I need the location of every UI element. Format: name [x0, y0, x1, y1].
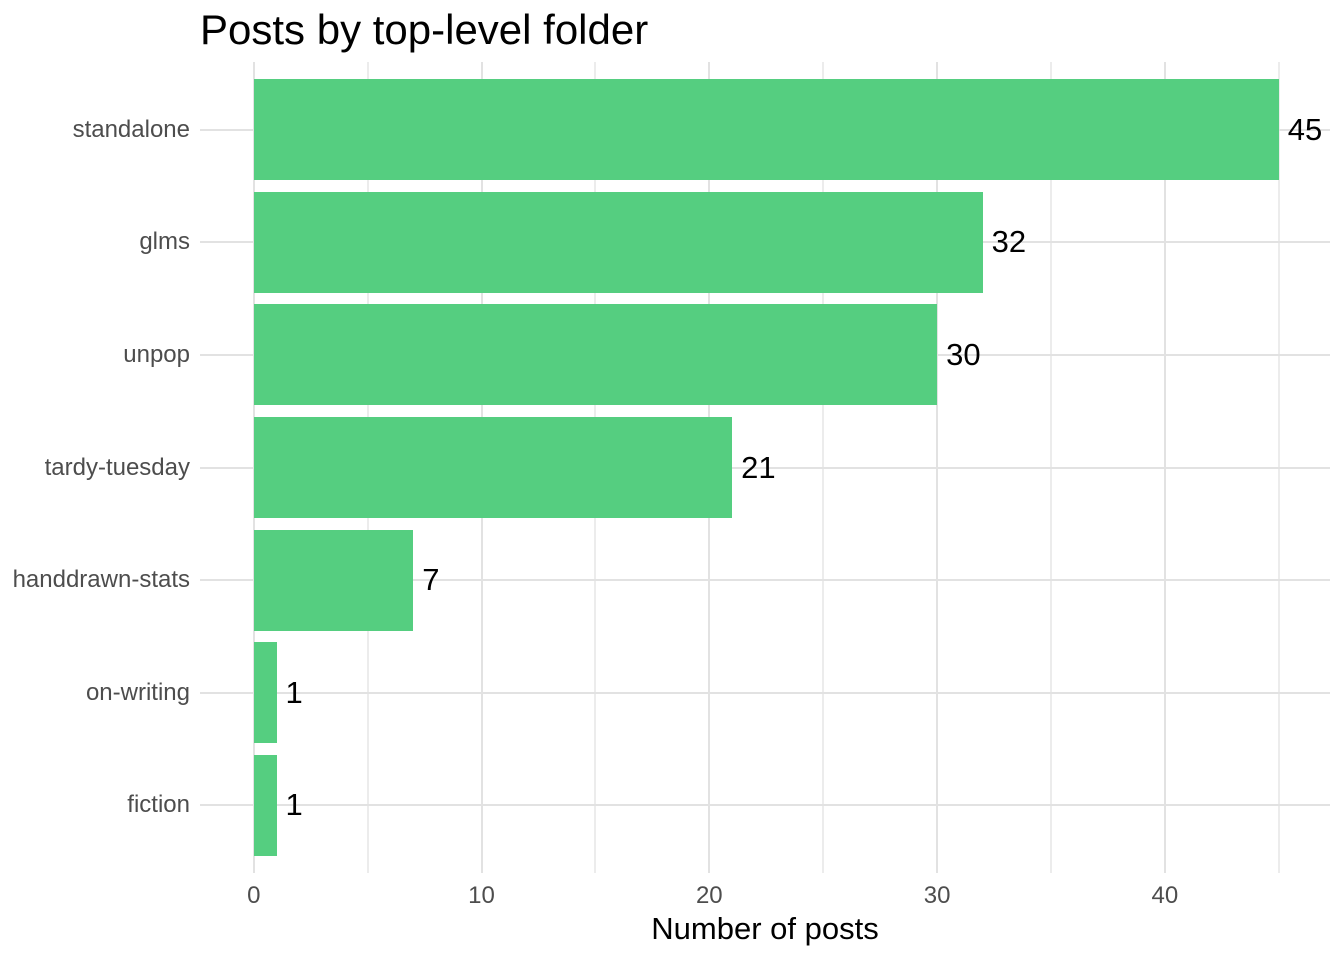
x-tick-label: 20 — [695, 882, 723, 909]
bar — [253, 642, 277, 744]
plot-panel: 45 32 30 21 7 1 1 — [200, 62, 1330, 873]
y-tick-label: standalone — [72, 115, 190, 143]
bar — [253, 191, 983, 293]
bar-value-label: 1 — [285, 674, 303, 710]
bar-value-label: 32 — [991, 224, 1027, 260]
x-axis-title: Number of posts — [651, 911, 879, 946]
bar-value-label: 7 — [422, 562, 440, 598]
bar-value-label: 30 — [946, 336, 981, 372]
bar-value-label: 21 — [741, 449, 776, 485]
gridline-major-horizontal — [200, 466, 1330, 469]
gridline-major-horizontal — [200, 691, 1330, 694]
bar — [253, 79, 1279, 181]
chart-title: Posts by top-level folder — [200, 6, 649, 53]
gridline-major-horizontal — [200, 579, 1330, 582]
x-tick-label: 0 — [247, 882, 261, 909]
y-tick-label: fiction — [127, 791, 190, 819]
y-tick-label: unpop — [123, 340, 190, 368]
bar-value-label: 45 — [1287, 111, 1323, 147]
bar — [253, 304, 938, 406]
y-tick-label: on-writing — [85, 678, 190, 706]
x-tick-label: 30 — [923, 882, 951, 909]
gridline-major-horizontal — [200, 804, 1330, 807]
y-tick-label: handdrawn-stats — [12, 566, 190, 594]
x-tick-label: 40 — [1151, 882, 1179, 909]
y-tick-label: glms — [139, 228, 190, 256]
bar — [253, 417, 733, 518]
bar-value-label: 1 — [285, 787, 303, 823]
y-tick-label: tardy-tuesday — [44, 453, 190, 481]
bar — [253, 529, 414, 631]
bar — [253, 754, 277, 856]
x-tick-label: 10 — [468, 882, 495, 909]
